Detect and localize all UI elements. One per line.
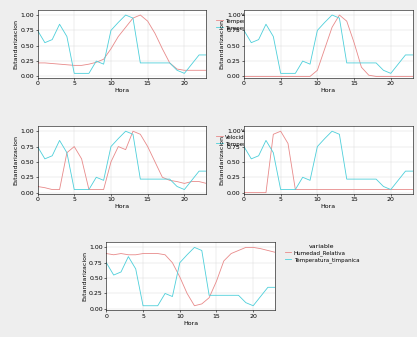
- X-axis label: Hora: Hora: [114, 205, 130, 209]
- Y-axis label: Estandarizacion: Estandarizacion: [13, 19, 18, 69]
- X-axis label: Hora: Hora: [183, 320, 198, 326]
- Legend: Temperatura_ambiente, Temperatura_timpanica: Temperatura_ambiente, Temperatura_timpan…: [216, 11, 291, 31]
- X-axis label: Hora: Hora: [114, 88, 130, 93]
- Legend: Velocidad_viento, Temperatura_timpanica: Velocidad_viento, Temperatura_timpanica: [216, 128, 291, 147]
- Legend: Humedad_Relativa, Temperatura_timpanica: Humedad_Relativa, Temperatura_timpanica: [285, 244, 359, 263]
- Y-axis label: Estandarizacion: Estandarizacion: [13, 135, 18, 185]
- X-axis label: Hora: Hora: [321, 88, 336, 93]
- Y-axis label: Estandarizacion: Estandarizacion: [220, 19, 225, 69]
- Y-axis label: Estandarizacion: Estandarizacion: [220, 135, 225, 185]
- X-axis label: Hora: Hora: [321, 205, 336, 209]
- Y-axis label: Estandarizacion: Estandarizacion: [82, 251, 87, 301]
